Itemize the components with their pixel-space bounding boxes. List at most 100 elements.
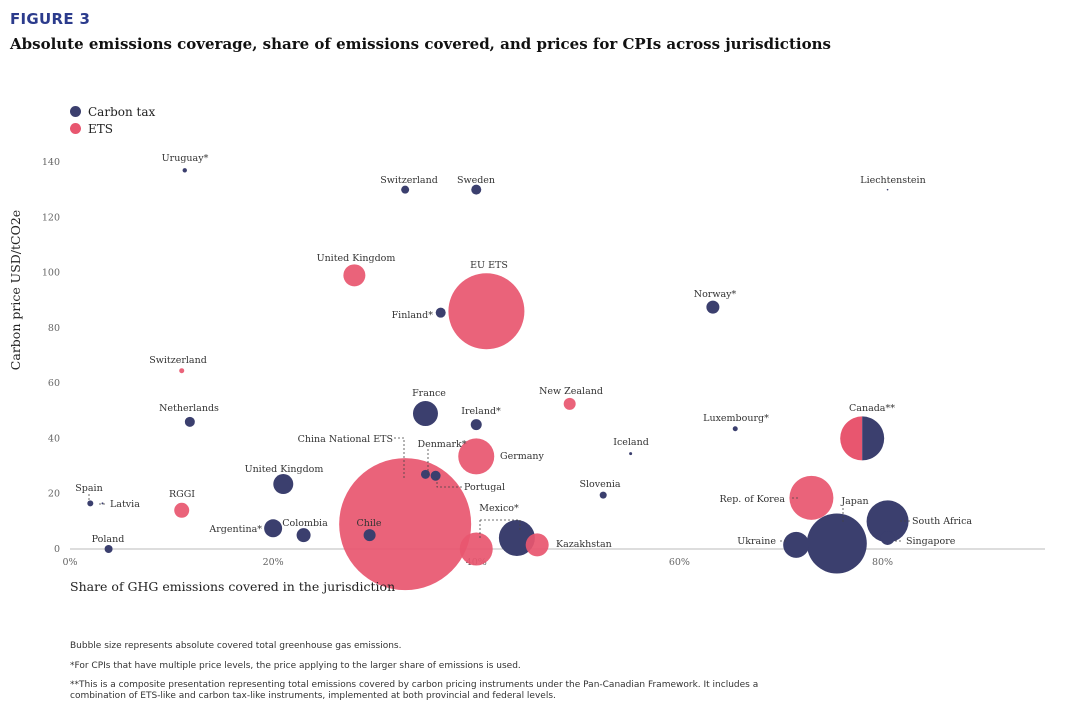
y-tick-label: 60 xyxy=(48,378,60,389)
bubble-finland xyxy=(435,307,446,318)
labels-layer: Uruguay* Switzerland Sweden Liechtenstein Un… xyxy=(75,153,972,550)
label-china: China National ETS xyxy=(298,434,393,445)
label-iceland: Iceland xyxy=(613,437,649,448)
bubble-rep-of-korea xyxy=(789,475,834,520)
label-switzerland-ets: Switzerland xyxy=(149,355,207,366)
figure-number: FIGURE 3 xyxy=(10,10,91,28)
label-uk-ets: United Kingdom xyxy=(317,253,396,264)
bubble-netherlands xyxy=(184,416,195,427)
label-canada: Canada** xyxy=(849,403,895,414)
bubble-kazakhstan xyxy=(525,533,549,557)
bubble-ukraine xyxy=(783,531,810,558)
x-tick-label: 20% xyxy=(263,557,284,568)
y-tick-label: 0 xyxy=(54,544,60,555)
figure-title: Absolute emissions coverage, share of em… xyxy=(10,35,831,53)
note-bubble-size: Bubble size represents absolute covered … xyxy=(70,641,402,651)
label-rggi: RGGI xyxy=(169,489,195,500)
note-multiple-price: *For CPIs that have multiple price level… xyxy=(70,660,521,671)
bubble-switzerland xyxy=(401,185,410,194)
bubble-france xyxy=(412,401,438,427)
bubble-mexico xyxy=(498,519,535,556)
bubble-uruguay xyxy=(182,168,187,173)
bubble-spain xyxy=(87,500,94,507)
y-tick-label: 100 xyxy=(42,268,60,279)
label-uruguay: Uruguay* xyxy=(162,153,209,164)
carbon-tax-swatch xyxy=(70,106,81,117)
x-tick-label: 0% xyxy=(62,557,77,568)
bubble-luxembourg xyxy=(732,426,738,432)
label-ukraine: Ukraine xyxy=(737,536,776,547)
label-denmark: Denmark* xyxy=(417,439,466,450)
label-germany: Germany xyxy=(500,451,545,462)
label-norway: Norway* xyxy=(694,289,737,300)
label-spain: Spain xyxy=(75,483,102,494)
y-tick-label: 40 xyxy=(48,433,60,444)
y-tick-label: 80 xyxy=(48,323,60,334)
bubble-germany xyxy=(458,438,495,475)
label-chile: Chile xyxy=(356,518,381,529)
label-slovenia: Slovenia xyxy=(579,479,620,490)
bubble-canada-tax-half xyxy=(862,416,885,461)
label-singapore: Singapore xyxy=(906,536,956,547)
bubble-chile xyxy=(363,529,376,542)
bubble-denmark xyxy=(420,469,430,479)
label-france: France xyxy=(412,388,446,399)
bubble-new-zealand xyxy=(563,397,576,410)
legend-label-carbon-tax: Carbon tax xyxy=(88,104,156,119)
bubble-argentina xyxy=(264,519,283,538)
bubble-china-national-ets xyxy=(339,458,472,591)
bubble-eu-ets xyxy=(448,273,525,350)
label-luxembourg: Luxembourg* xyxy=(703,413,769,424)
y-tick-label: 20 xyxy=(48,489,60,500)
label-korea: Rep. of Korea xyxy=(719,494,785,505)
bubble-united-kingdom xyxy=(343,264,366,287)
bubble-rggi-lower xyxy=(459,532,493,566)
leader-line xyxy=(436,478,462,488)
label-switzerland-tax: Switzerland xyxy=(380,175,438,186)
bubble-rggi xyxy=(174,502,190,518)
label-poland: Poland xyxy=(92,534,125,545)
x-axis-title: Share of GHG emissions covered in the ju… xyxy=(70,579,395,594)
leader-line xyxy=(480,519,521,532)
note-canada: **This is a composite presentation repre… xyxy=(70,680,759,701)
ets-swatch xyxy=(70,123,81,134)
y-tick-label: 140 xyxy=(42,157,60,168)
legend: Carbon tax ETS xyxy=(70,103,155,137)
bubble-switzerland xyxy=(179,368,185,374)
footnotes: Bubble size represents absolute covered … xyxy=(70,641,790,710)
y-axis-title: Carbon price USD/tCO2e xyxy=(8,210,23,370)
legend-item-ets: ETS xyxy=(70,120,155,137)
label-mexico: Mexico* xyxy=(479,503,519,514)
label-liechtenstein: Liechtenstein xyxy=(860,175,925,186)
x-tick-label: 80% xyxy=(872,557,893,568)
legend-item-carbon-tax: Carbon tax xyxy=(70,103,155,120)
bubble-portugal xyxy=(430,470,441,481)
label-japan: Japan xyxy=(840,496,868,507)
bubble-japan xyxy=(806,513,867,574)
bubble-norway xyxy=(706,300,720,314)
label-netherlands: Netherlands xyxy=(159,403,219,414)
bubble-sweden xyxy=(471,184,482,195)
bubble-singapore xyxy=(880,530,895,545)
x-tick-label: 60% xyxy=(669,557,690,568)
label-sweden: Sweden xyxy=(457,175,495,186)
bubble-ireland xyxy=(470,419,482,431)
label-latvia: Latvia xyxy=(110,499,140,510)
label-eu-ets: EU ETS xyxy=(470,260,508,271)
bubble-slovenia xyxy=(599,491,607,499)
leader-line xyxy=(394,437,405,478)
legend-label-ets: ETS xyxy=(88,121,113,136)
bubble-canada-ets-half xyxy=(840,416,863,461)
bubble-colombia xyxy=(296,528,311,543)
label-argentina: Argentina* xyxy=(208,524,262,535)
label-colombia: Colombia xyxy=(282,518,328,529)
bubble-south-africa xyxy=(866,500,909,543)
label-south-africa: South Africa xyxy=(912,516,972,527)
bubble-liechtenstein xyxy=(886,188,889,191)
label-kazakhstan: Kazakhstan xyxy=(556,539,612,550)
label-portugal: Portugal xyxy=(464,482,505,493)
label-new-zealand: New Zealand xyxy=(539,386,603,397)
bubble-iceland xyxy=(629,452,633,456)
label-finland: Finland* xyxy=(392,310,434,321)
